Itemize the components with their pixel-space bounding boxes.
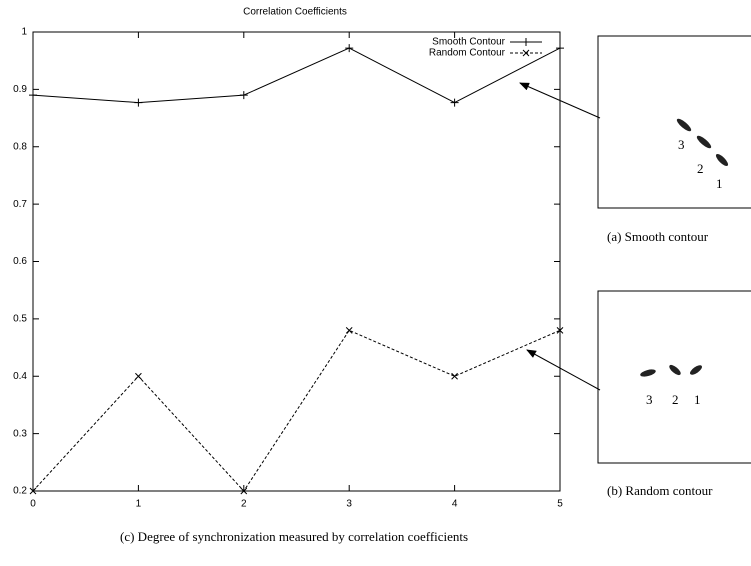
point: [134, 99, 142, 107]
chart-title: Correlation Coefficients: [243, 7, 347, 18]
figure-caption: (c) Degree of synchronization measured b…: [120, 529, 468, 544]
x-tick-label: 0: [30, 499, 36, 510]
panel-label: 1: [694, 392, 701, 407]
y-tick-label: 0.5: [13, 314, 27, 325]
panel-label: 2: [697, 161, 704, 176]
y-tick-label: 0.9: [13, 84, 27, 95]
point: [29, 91, 37, 99]
blob: [639, 368, 656, 378]
point: [346, 327, 352, 333]
y-tick-label: 0.6: [13, 256, 27, 267]
blob: [689, 364, 704, 377]
point: [451, 99, 459, 107]
arrow: [527, 350, 600, 390]
point: [240, 91, 248, 99]
y-tick-label: 0.4: [13, 371, 27, 382]
legend-label: Random Contour: [429, 48, 506, 59]
blob: [714, 152, 730, 168]
panel-box: [598, 36, 751, 208]
panel-label: 2: [672, 392, 679, 407]
blob: [668, 363, 683, 377]
legend-label: Smooth Contour: [432, 37, 505, 48]
panel-label: 1: [716, 176, 723, 191]
y-tick-label: 0.2: [13, 486, 27, 497]
legend-marker: [523, 50, 529, 56]
panel-label: 3: [678, 137, 685, 152]
y-tick-label: 0.7: [13, 199, 27, 210]
panel-caption: (a) Smooth contour: [607, 229, 709, 244]
point: [345, 44, 353, 52]
y-tick-label: 0.3: [13, 428, 27, 439]
x-tick-label: 3: [346, 499, 352, 510]
panel-label: 3: [646, 392, 653, 407]
series-line: [33, 330, 560, 491]
point: [556, 44, 564, 52]
x-tick-label: 1: [136, 499, 142, 510]
blob: [675, 117, 693, 133]
point: [452, 373, 458, 379]
x-tick-label: 2: [241, 499, 247, 510]
x-tick-label: 4: [452, 499, 458, 510]
blob: [695, 134, 713, 150]
x-tick-label: 5: [557, 499, 563, 510]
y-tick-label: 1: [21, 27, 27, 38]
point: [135, 373, 141, 379]
figure: Correlation Coefficients 3 2 1 (a) Smoot…: [0, 0, 751, 566]
y-tick-label: 0.8: [13, 141, 27, 152]
panel-box: [598, 291, 751, 463]
panel-caption: (b) Random contour: [607, 483, 713, 498]
legend-marker: [522, 38, 530, 46]
